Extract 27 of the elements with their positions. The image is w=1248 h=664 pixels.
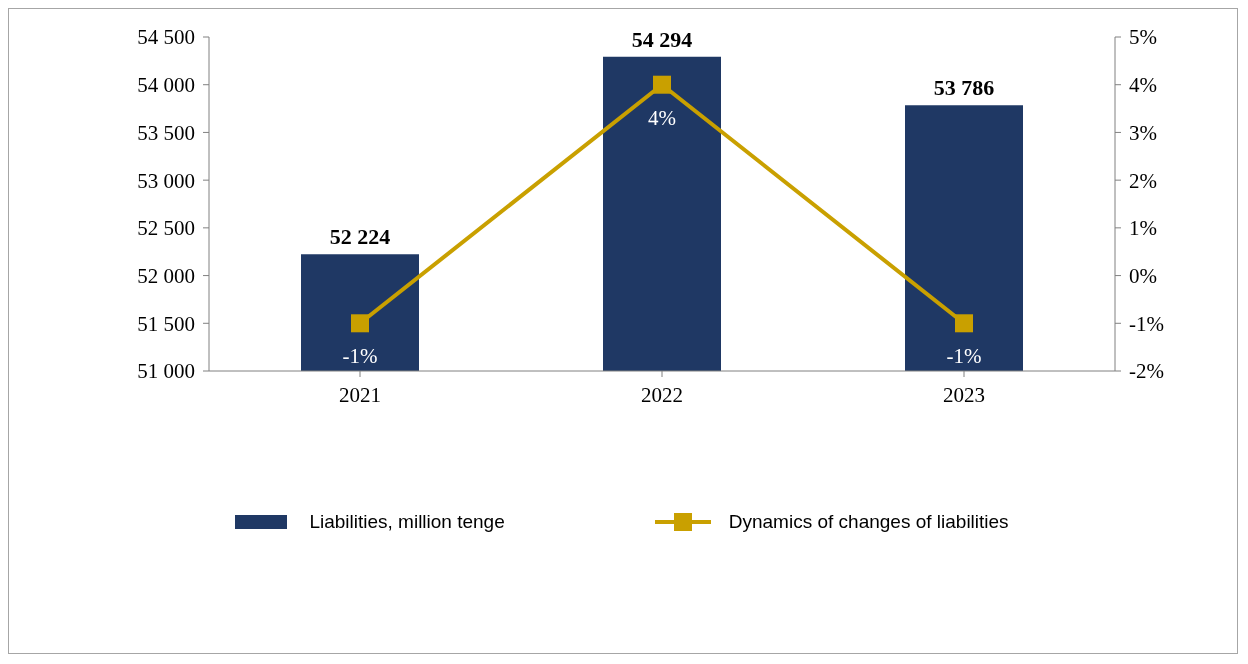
y2-tick-label: 4%: [1129, 73, 1157, 98]
y2-tick-label: -2%: [1129, 359, 1164, 384]
y-tick-label: 54 000: [137, 73, 195, 98]
data-label: -1%: [342, 344, 378, 369]
legend-label: Liabilities, million tenge: [309, 511, 505, 533]
data-label: 53 786: [933, 75, 995, 101]
x-tick-label: 2021: [339, 382, 381, 407]
y2-tick-label: 5%: [1129, 25, 1157, 50]
data-label: 4%: [648, 105, 676, 130]
y-tick-label: 52 000: [137, 264, 195, 289]
y-tick-label: 53 500: [137, 120, 195, 145]
data-label: 54 294: [631, 26, 693, 52]
y2-tick-label: 3%: [1129, 120, 1157, 145]
x-tick-label: 2023: [943, 382, 985, 407]
x-tick-label: 2022: [641, 382, 683, 407]
data-label: -1%: [946, 344, 982, 369]
y2-tick-label: 0%: [1129, 264, 1157, 289]
legend-label: Dynamics of changes of liabilities: [728, 511, 1009, 533]
y2-tick-label: 1%: [1129, 216, 1157, 241]
y2-tick-label: 2%: [1129, 168, 1157, 193]
y-tick-label: 52 500: [137, 216, 195, 241]
y-tick-label: 53 000: [137, 168, 195, 193]
y-tick-label: 54 500: [137, 25, 195, 50]
data-label: 52 224: [329, 224, 391, 250]
y-tick-label: 51 000: [137, 359, 195, 384]
y2-tick-label: -1%: [1129, 311, 1164, 336]
y-tick-label: 51 500: [137, 311, 195, 336]
